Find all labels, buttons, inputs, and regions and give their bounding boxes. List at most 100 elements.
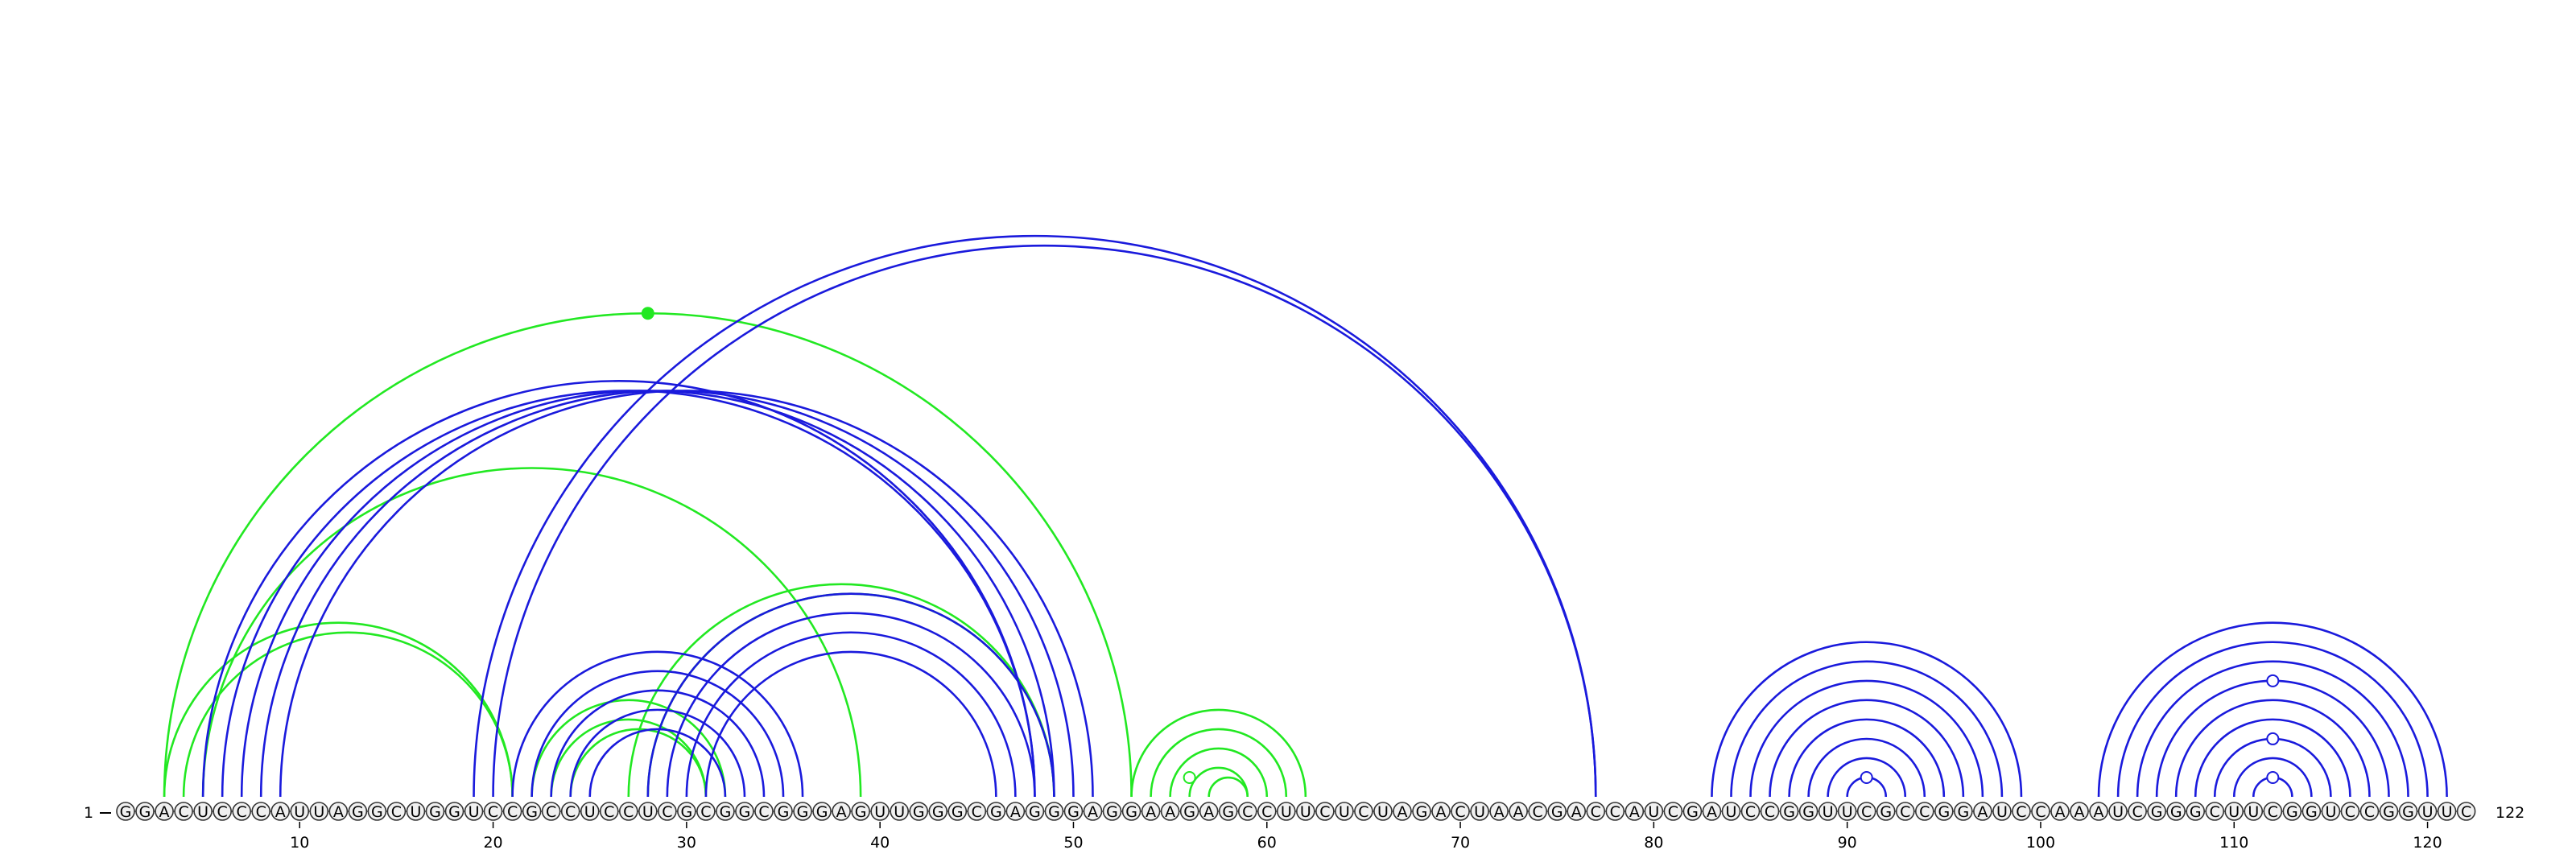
- tick-label-30: 30: [677, 834, 696, 852]
- pair-marker-4: [2266, 770, 2280, 784]
- nucleotide-letter-103: A: [2094, 803, 2104, 821]
- nucleotide-circle-116: [2340, 802, 2360, 821]
- nucleotide-letter-49: G: [1048, 803, 1060, 821]
- arc-structure-a-86-96: [1769, 699, 1965, 798]
- nucleotide-circle-50: [1063, 802, 1084, 821]
- nucleotide-circle-6: [213, 802, 232, 821]
- nucleotide-circle-56: [1179, 802, 1199, 821]
- nucleotide-circle-9: [270, 802, 291, 821]
- nucleotide-circle-31: [696, 802, 716, 821]
- nucleotide-letter-102: A: [2074, 803, 2085, 821]
- nucleotide-letter-28: U: [642, 803, 654, 821]
- nucleotide-letter-100: C: [2035, 803, 2046, 821]
- nucleotide-circle-95: [1934, 802, 1954, 821]
- nucleotide-circle-38: [832, 802, 851, 821]
- nucleotide-letter-55: A: [1165, 803, 1175, 821]
- nucleotide-letter-75: G: [1551, 803, 1563, 821]
- nucleotide-circle-97: [1973, 802, 1992, 821]
- nucleotide-circle-14: [367, 802, 387, 821]
- nucleotide-letter-70: C: [1455, 803, 1465, 821]
- arc-structure-a-84-98: [1730, 660, 2004, 798]
- arc-structure-a-103-121: [2097, 621, 2448, 798]
- nucleotide-letter-86: C: [1765, 803, 1775, 821]
- nucleotide-circle-86: [1760, 802, 1780, 821]
- nucleotide-circle-75: [1547, 802, 1567, 821]
- nucleotide-letter-65: C: [1358, 803, 1368, 821]
- nucleotide-circle-43: [928, 802, 948, 821]
- nucleotide-circle-35: [774, 802, 793, 821]
- nucleotide-circle-2: [135, 802, 155, 821]
- nucleotide-letter-23: C: [546, 803, 556, 821]
- nucleotide-circle-1: [116, 802, 135, 821]
- nucleotide-circle-94: [1914, 802, 1934, 821]
- nucleotide-circle-83: [1702, 802, 1722, 821]
- nucleotide-letter-112: C: [2268, 803, 2278, 821]
- nucleotide-circle-57: [1199, 802, 1219, 821]
- nucleotide-letter-27: C: [623, 803, 634, 821]
- arc-structure-a-25-32: [588, 728, 727, 798]
- nucleotide-circle-119: [2398, 802, 2418, 821]
- nucleotide-circle-16: [406, 802, 426, 821]
- nucleotide-letter-21: C: [507, 803, 518, 821]
- arc-structure-a-20-77: [492, 244, 1597, 798]
- nucleotide-letter-92: G: [1880, 803, 1892, 821]
- nucleotide-circle-51: [1083, 802, 1103, 821]
- nucleotide-letter-107: G: [2170, 803, 2182, 821]
- nucleotide-letter-52: G: [1106, 803, 1118, 821]
- nucleotide-letter-67: A: [1397, 803, 1407, 821]
- arc-structure-a-29-48: [666, 612, 1036, 798]
- nucleotide-letter-40: U: [874, 803, 886, 821]
- nucleotide-letter-17: G: [429, 803, 441, 821]
- nucleotide-circle-82: [1682, 802, 1703, 821]
- nucleotide-circle-44: [947, 802, 968, 821]
- nucleotide-letter-74: C: [1533, 803, 1543, 821]
- nucleotide-letter-10: U: [294, 803, 305, 821]
- nucleotide-letter-8: C: [256, 803, 266, 821]
- nucleotide-letter-48: G: [1029, 803, 1041, 821]
- arc-structure-a-85-97: [1749, 679, 1984, 798]
- nucleotide-letter-69: A: [1436, 803, 1447, 821]
- nucleotide-circle-89: [1818, 802, 1838, 821]
- nucleotide-letter-99: C: [2016, 803, 2026, 821]
- nucleotide-circle-58: [1218, 802, 1238, 821]
- nucleotide-letter-53: G: [1125, 803, 1137, 821]
- nucleotide-circle-24: [560, 802, 580, 821]
- arc-structure-b-22-32: [530, 699, 727, 798]
- nucleotide-circle-55: [1160, 802, 1180, 821]
- nucleotide-circle-90: [1837, 802, 1857, 821]
- nucleotide-letter-37: G: [816, 803, 828, 821]
- tick-label-40: 40: [870, 834, 890, 852]
- nucleotide-circle-78: [1605, 802, 1625, 821]
- arc-structure-b-23-31: [550, 718, 708, 798]
- nucleotide-letter-87: G: [1783, 803, 1795, 821]
- nucleotide-letter-51: A: [1088, 803, 1098, 821]
- nucleotide-circle-118: [2379, 802, 2399, 821]
- nucleotide-circle-74: [1528, 802, 1547, 821]
- arc-structure-b-56-59: [1188, 766, 1249, 798]
- nucleotide-letter-26: C: [604, 803, 614, 821]
- nucleotide-letter-45: C: [972, 803, 982, 821]
- nucleotide-letter-2: G: [139, 803, 151, 821]
- nucleotide-circle-61: [1277, 802, 1296, 821]
- nucleotide-circle-53: [1121, 802, 1141, 821]
- nucleotide-letter-110: U: [2228, 803, 2240, 821]
- nucleotide-letter-68: G: [1416, 803, 1428, 821]
- nucleotide-letter-82: G: [1686, 803, 1699, 821]
- nucleotide-letter-114: G: [2306, 803, 2318, 821]
- nucleotide-circle-122: [2456, 802, 2476, 821]
- nucleotide-letter-60: C: [1261, 803, 1272, 821]
- nucleotide-circle-102: [2070, 802, 2089, 821]
- nucleotide-circle-110: [2224, 802, 2244, 821]
- nucleotide-letter-58: G: [1222, 803, 1234, 821]
- pair-marker-1: [641, 307, 654, 320]
- nucleotide-letter-42: G: [913, 803, 925, 821]
- nucleotide-circle-121: [2437, 802, 2457, 821]
- nucleotide-letter-13: G: [352, 803, 364, 821]
- nucleotide-letter-22: G: [526, 803, 538, 821]
- nucleotide-letter-96: G: [1957, 803, 1969, 821]
- tick-label-10: 10: [290, 834, 309, 852]
- nucleotide-letter-25: U: [584, 803, 596, 821]
- nucleotide-letter-59: C: [1242, 803, 1253, 821]
- nucleotide-letter-12: A: [333, 803, 344, 821]
- nucleotide-circle-64: [1335, 802, 1354, 821]
